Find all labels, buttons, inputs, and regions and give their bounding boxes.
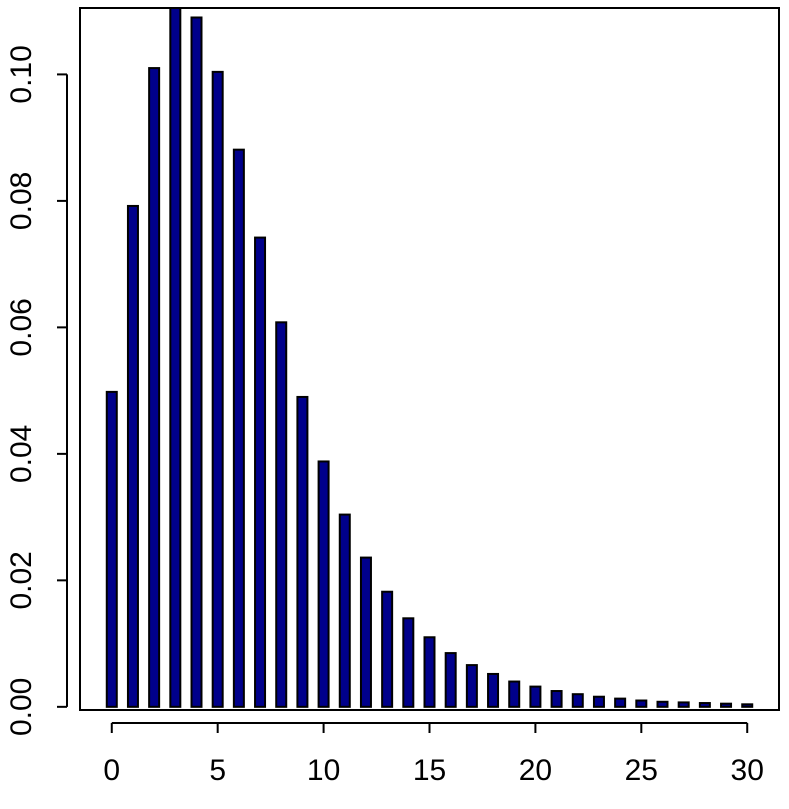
x-tick-label-0: 0 bbox=[103, 754, 120, 787]
bar-30 bbox=[741, 703, 754, 708]
y-tick-label-3: 0.06 bbox=[5, 298, 38, 356]
plot-frame bbox=[79, 7, 780, 711]
bar-15 bbox=[423, 636, 436, 708]
bar-0 bbox=[105, 390, 118, 708]
bar-20 bbox=[529, 685, 542, 708]
x-axis: 0 5 10 15 20 25 30 bbox=[103, 722, 764, 787]
bar-8 bbox=[275, 321, 288, 708]
x-tick-label-15: 15 bbox=[413, 754, 446, 787]
bar-21 bbox=[550, 690, 563, 708]
bar-27 bbox=[677, 701, 690, 708]
bar-3 bbox=[169, 7, 182, 708]
bars-group bbox=[105, 7, 754, 708]
bar-12 bbox=[359, 556, 372, 708]
bar-23 bbox=[592, 695, 605, 708]
bar-14 bbox=[402, 617, 415, 708]
bar-11 bbox=[338, 513, 351, 708]
bar-24 bbox=[614, 697, 627, 708]
bar-18 bbox=[487, 672, 500, 708]
bar-29 bbox=[720, 702, 733, 708]
bar-26 bbox=[656, 700, 669, 708]
x-tick-label-10: 10 bbox=[307, 754, 340, 787]
bar-17 bbox=[465, 664, 478, 708]
x-tick-label-30: 30 bbox=[731, 754, 764, 787]
bar-7 bbox=[254, 236, 267, 708]
bar-28 bbox=[698, 702, 711, 708]
y-tick-label-5: 0.10 bbox=[5, 45, 38, 103]
y-tick-label-1: 0.02 bbox=[5, 551, 38, 609]
y-axis: 0.00 0.02 0.04 0.06 0.08 0.10 bbox=[5, 45, 68, 736]
y-tick-label-4: 0.08 bbox=[5, 172, 38, 230]
bar-9 bbox=[296, 395, 309, 708]
x-tick-label-5: 5 bbox=[209, 754, 226, 787]
x-tick-label-20: 20 bbox=[519, 754, 552, 787]
bar-19 bbox=[508, 680, 521, 708]
y-tick-label-2: 0.04 bbox=[5, 425, 38, 483]
bar-10 bbox=[317, 460, 330, 708]
y-tick-label-0: 0.00 bbox=[5, 678, 38, 736]
bar-2 bbox=[148, 67, 161, 708]
x-tick-label-25: 25 bbox=[625, 754, 658, 787]
bar-1 bbox=[126, 204, 139, 708]
bar-13 bbox=[381, 590, 394, 708]
bar-25 bbox=[635, 699, 648, 708]
bar-5 bbox=[211, 70, 224, 708]
bar-22 bbox=[571, 693, 584, 708]
bar-6 bbox=[232, 148, 245, 708]
bar-4 bbox=[190, 16, 203, 708]
bar-16 bbox=[444, 652, 457, 708]
